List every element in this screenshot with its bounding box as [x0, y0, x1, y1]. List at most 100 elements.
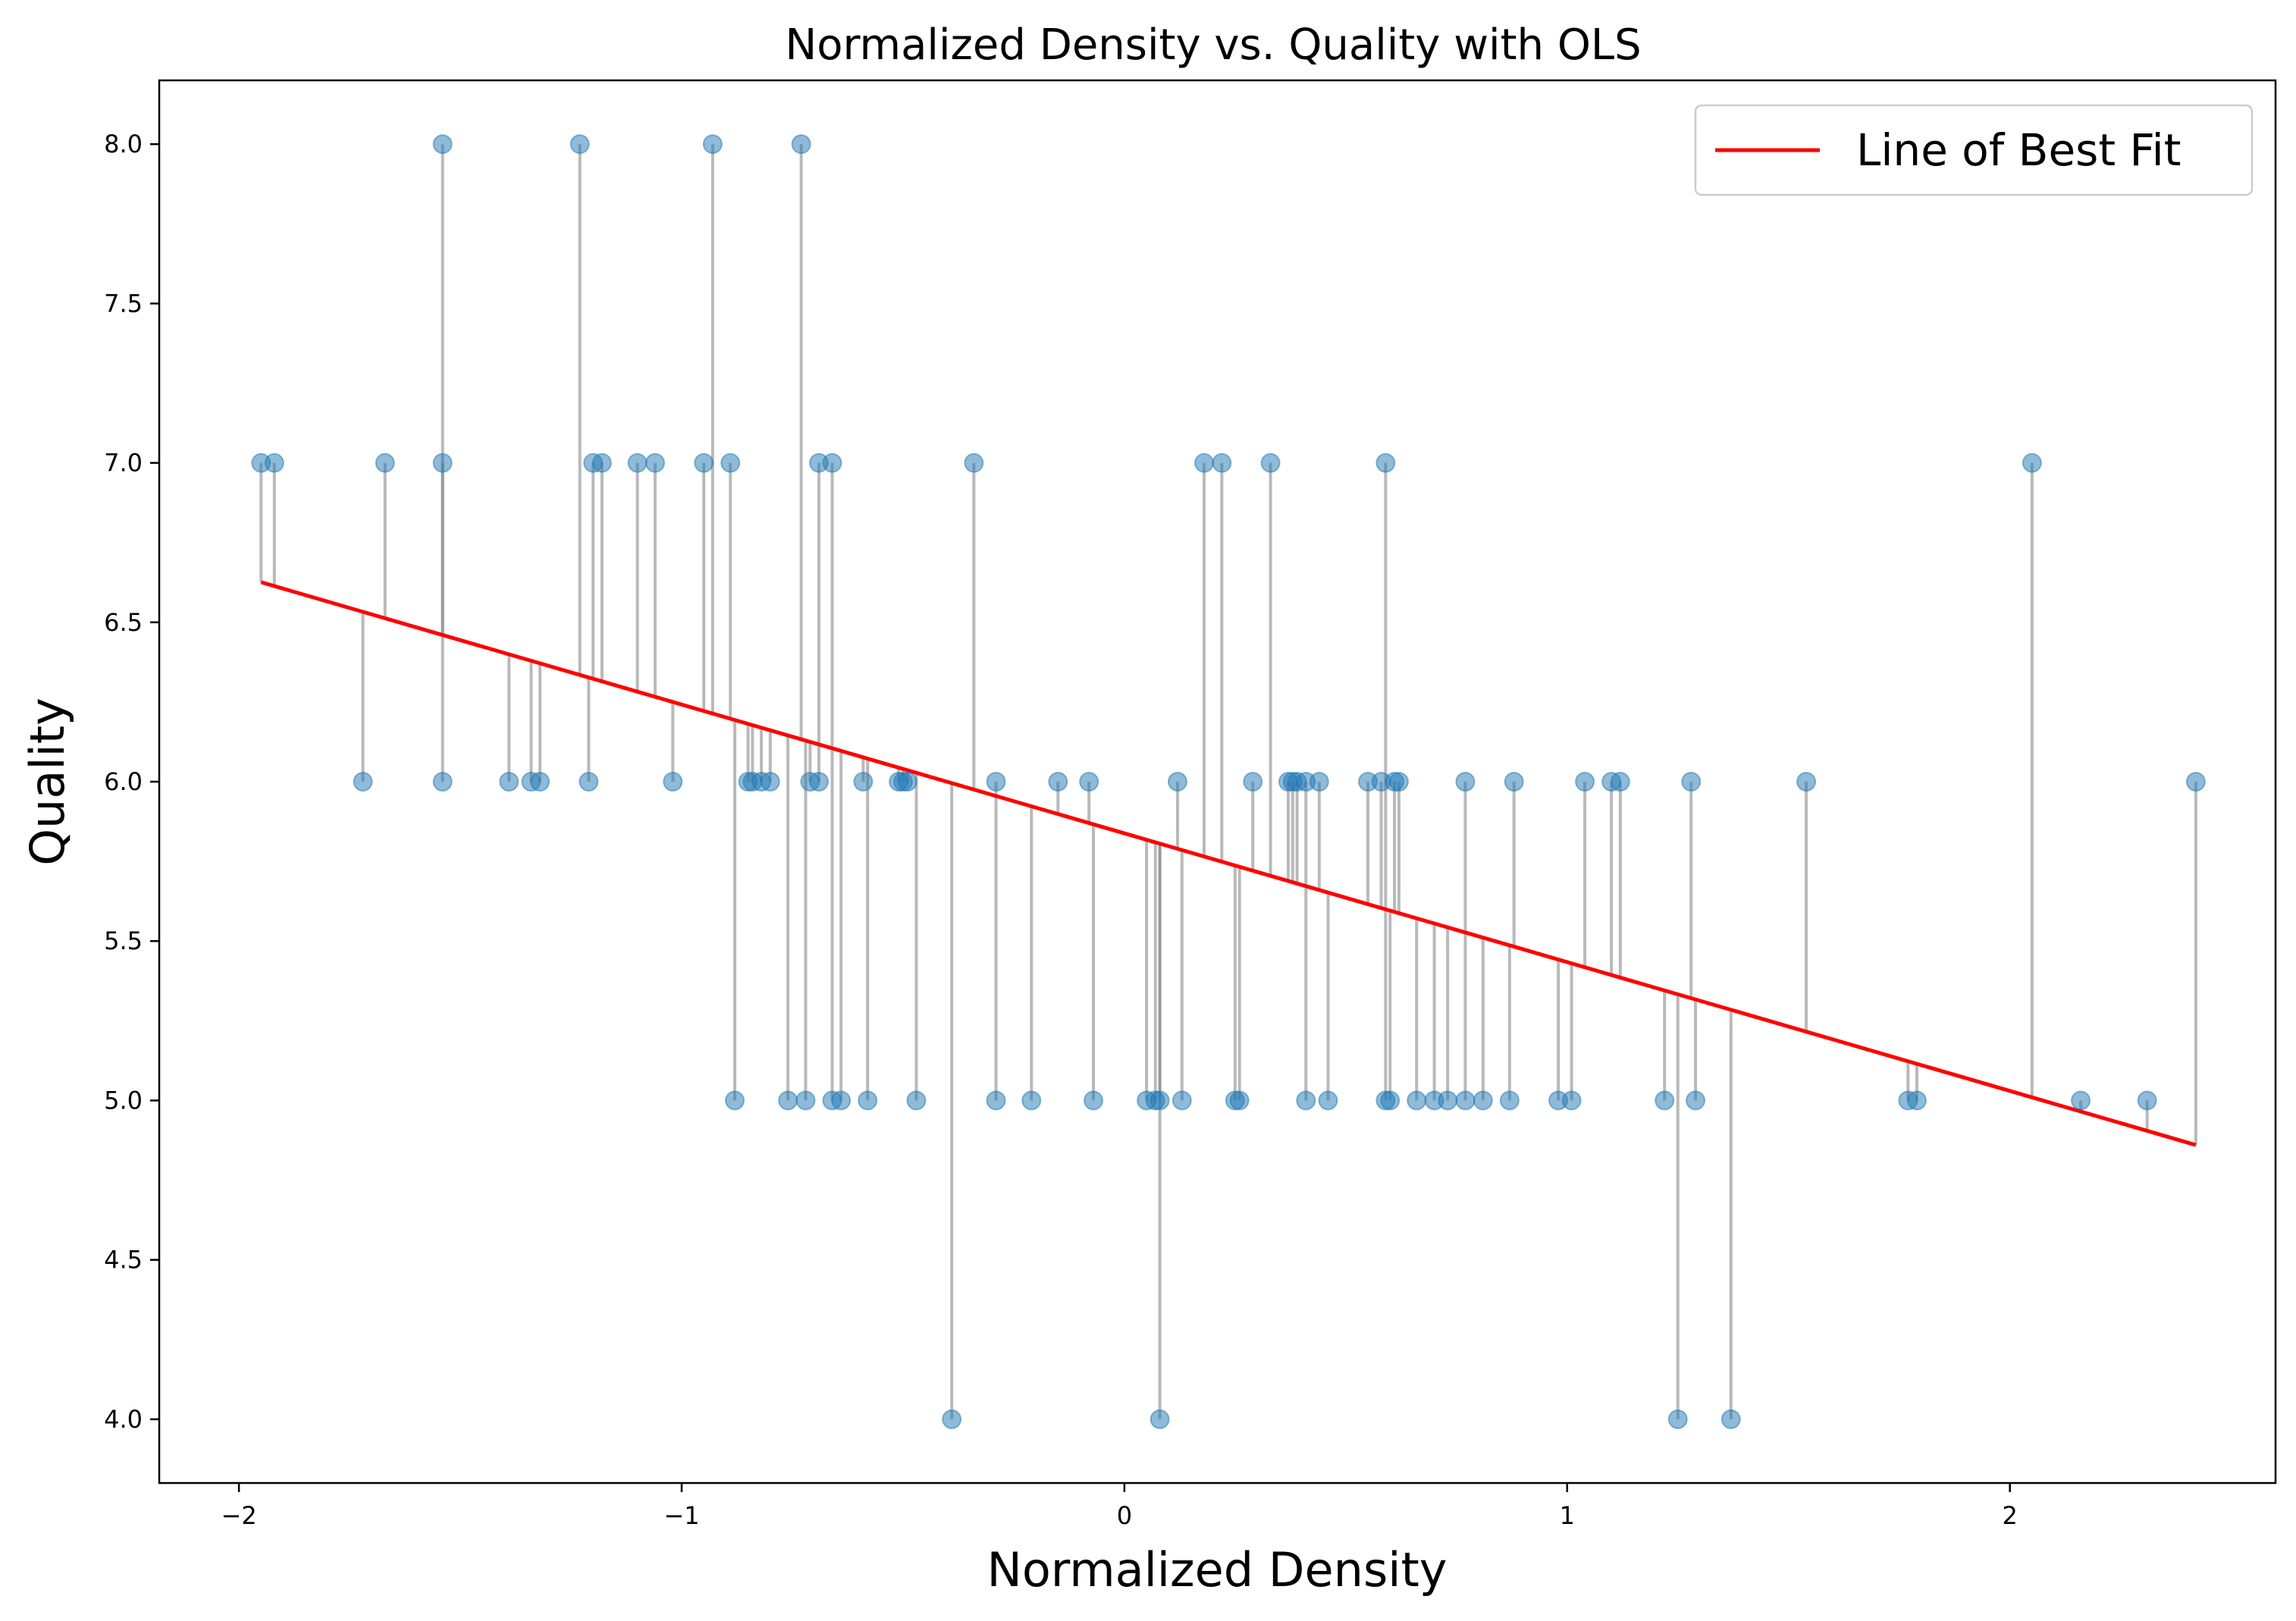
y-tick-label-4: 6.0 [104, 767, 143, 796]
data-point-96 [2071, 1090, 2091, 1111]
data-point-97 [2137, 1090, 2157, 1111]
fit-line [260, 580, 2197, 1147]
data-point-24 [760, 772, 780, 792]
data-point-7 [499, 772, 519, 792]
data-point-78 [1455, 1090, 1476, 1111]
x-tick-label-4: 2 [2002, 1501, 2017, 1530]
data-point-95 [2022, 453, 2042, 473]
data-point-10 [569, 134, 590, 155]
data-point-15 [645, 453, 665, 473]
data-point-52 [1167, 772, 1187, 792]
data-point-9 [530, 772, 550, 792]
data-point-17 [694, 453, 714, 473]
y-tick-label-3: 5.5 [104, 927, 143, 955]
data-point-30 [808, 772, 829, 792]
x-tick-label-0: −2 [221, 1501, 257, 1530]
x-tick-label-1: −1 [663, 1501, 699, 1530]
residual-lines [259, 144, 2197, 1419]
data-point-19 [720, 453, 741, 473]
data-point-53 [1172, 1090, 1192, 1111]
data-point-42 [986, 772, 1006, 792]
data-point-81 [1504, 772, 1524, 792]
data-point-88 [1667, 1409, 1688, 1429]
y-tick-label-8: 8.0 [104, 130, 143, 158]
data-point-18 [702, 134, 723, 155]
y-axis-label: Quality [20, 698, 75, 866]
data-point-3 [375, 453, 395, 473]
data-point-79 [1473, 1090, 1493, 1111]
data-point-46 [1079, 772, 1099, 792]
data-point-4 [432, 134, 453, 155]
data-point-59 [1260, 453, 1281, 473]
x-tick-label-3: 1 [1560, 1501, 1575, 1530]
data-point-84 [1575, 772, 1595, 792]
fit-line-group [260, 580, 2197, 1147]
data-point-20 [725, 1090, 745, 1111]
data-point-92 [1796, 772, 1817, 792]
data-point-55 [1212, 453, 1232, 473]
data-point-45 [1048, 772, 1068, 792]
data-point-25 [778, 1090, 798, 1111]
data-point-6 [432, 772, 453, 792]
data-point-86 [1610, 772, 1630, 792]
y-tick-label-5: 6.5 [104, 608, 143, 637]
data-point-58 [1243, 772, 1263, 792]
data-point-50 [1150, 1090, 1170, 1111]
y-tick-label-0: 4.0 [104, 1405, 143, 1434]
data-point-64 [1296, 1090, 1316, 1111]
data-point-40 [942, 1409, 962, 1429]
data-point-54 [1193, 453, 1214, 473]
data-point-26 [791, 134, 811, 155]
data-point-83 [1561, 1090, 1582, 1111]
y-axis-ticks: 4.0 4.5 5.0 5.5 6.0 6.5 7.0 7.5 8.0 [104, 130, 159, 1434]
data-point-89 [1681, 772, 1702, 792]
data-point-33 [831, 1090, 852, 1111]
data-point-77 [1455, 772, 1476, 792]
data-point-76 [1438, 1090, 1458, 1111]
data-point-87 [1655, 1090, 1675, 1111]
y-tick-label-7: 7.5 [104, 289, 143, 318]
legend-label-fit: Line of Best Fit [1856, 124, 2182, 176]
data-point-38 [897, 772, 917, 792]
data-point-66 [1318, 1090, 1338, 1111]
x-axis-label: Normalized Density [986, 1542, 1447, 1597]
legend: Line of Best Fit [1694, 104, 2254, 196]
data-point-2 [353, 772, 373, 792]
data-point-80 [1499, 1090, 1520, 1111]
data-point-27 [795, 1090, 816, 1111]
data-point-11 [579, 772, 599, 792]
data-point-90 [1686, 1090, 1706, 1111]
data-point-14 [627, 453, 648, 473]
data-point-74 [1407, 1090, 1427, 1111]
data-point-69 [1375, 453, 1396, 473]
data-point-31 [822, 453, 842, 473]
data-point-94 [1907, 1090, 1927, 1111]
data-point-44 [1021, 1090, 1042, 1111]
data-point-39 [906, 1090, 927, 1111]
data-point-57 [1229, 1090, 1250, 1111]
data-point-91 [1720, 1409, 1741, 1429]
data-point-71 [1380, 1090, 1400, 1111]
legend-box [1694, 104, 2254, 196]
data-point-65 [1309, 772, 1329, 792]
data-point-34 [853, 772, 874, 792]
x-tick-label-2: 0 [1117, 1501, 1132, 1530]
chart-title: Normalized Density vs. Quality with OLS [785, 20, 1641, 70]
data-point-98 [2185, 772, 2206, 792]
data-point-1 [264, 453, 284, 473]
data-point-73 [1388, 772, 1409, 792]
x-axis-ticks: −2 −1 0 1 2 [221, 1483, 2018, 1530]
data-points [251, 134, 2206, 1429]
y-tick-label-6: 7.0 [104, 449, 143, 478]
data-point-5 [432, 453, 453, 473]
data-point-41 [964, 453, 984, 473]
data-point-51 [1150, 1409, 1170, 1429]
y-tick-label-2: 5.0 [104, 1086, 143, 1115]
data-point-16 [663, 772, 683, 792]
data-point-35 [858, 1090, 878, 1111]
y-tick-label-1: 4.5 [104, 1246, 143, 1275]
data-point-43 [986, 1090, 1006, 1111]
data-point-13 [591, 453, 612, 473]
